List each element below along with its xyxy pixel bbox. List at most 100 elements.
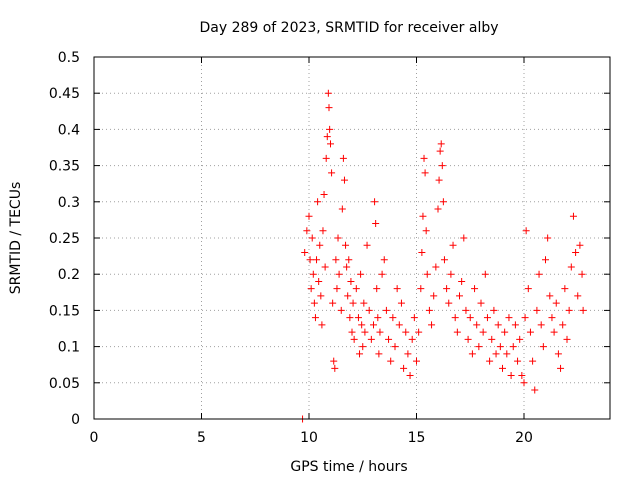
y-tick-label: 0.35: [49, 159, 80, 175]
data-point: [574, 292, 582, 300]
data-point: [371, 198, 379, 206]
data-point: [387, 357, 395, 365]
data-point: [301, 248, 309, 256]
data-point: [342, 241, 350, 249]
data-point: [496, 343, 504, 351]
axis-ticks: 0 5 10 15 20 0 0.05 0.1 0.15 0.2 0.25 0.3 0.35 0.4 0.4…: [49, 50, 610, 446]
data-point: [359, 343, 367, 351]
data-point: [406, 372, 414, 380]
data-point: [567, 263, 575, 271]
data-point: [449, 241, 457, 249]
data-point: [313, 256, 321, 264]
data-point: [579, 306, 587, 314]
data-point: [417, 285, 425, 293]
data-point: [320, 191, 328, 199]
data-point: [389, 314, 397, 322]
data-point: [499, 364, 506, 372]
data-point: [349, 299, 357, 307]
data-point: [419, 212, 427, 220]
data-point: [418, 248, 426, 256]
data-point: [521, 314, 529, 322]
data-point: [344, 292, 352, 300]
data-point: [569, 212, 577, 220]
data-point: [425, 306, 433, 314]
data-point: [303, 227, 311, 235]
data-point: [531, 386, 539, 394]
data-point: [509, 343, 517, 351]
data-point: [372, 220, 380, 228]
data-point: [559, 321, 567, 329]
data-point: [490, 306, 498, 314]
data-point: [327, 140, 334, 148]
data-point: [310, 299, 318, 307]
data-point: [526, 328, 534, 336]
data-point: [415, 328, 423, 336]
data-point: [458, 277, 466, 285]
data-point: [430, 292, 438, 300]
data-point: [323, 133, 331, 141]
data-point: [343, 263, 351, 271]
data-point: [378, 270, 386, 278]
data-point: [337, 306, 345, 314]
data-point: [325, 104, 333, 112]
data-point: [339, 154, 347, 162]
data-point: [503, 350, 511, 358]
data-point: [340, 176, 348, 184]
plot-frame: [93, 56, 611, 420]
data-point: [400, 364, 408, 372]
data-point: [374, 314, 382, 322]
data-point: [382, 306, 390, 314]
data-point: [432, 263, 440, 271]
data-point: [501, 328, 509, 336]
data-point: [456, 292, 463, 300]
data-point: [557, 364, 565, 372]
data-point: [537, 321, 545, 329]
data-point: [477, 299, 485, 307]
data-point: [328, 169, 336, 177]
data-point: [329, 299, 337, 307]
data-point: [445, 299, 453, 307]
data-point: [479, 328, 487, 336]
data-point: [518, 372, 526, 380]
chart-title: Day 289 of 2023, SRMTID for receiver alb…: [199, 20, 498, 36]
data-point: [375, 350, 383, 358]
data-point: [561, 285, 569, 293]
data-point: [311, 314, 319, 322]
data-point: [315, 277, 323, 285]
data-point: [443, 285, 451, 293]
data-point: [544, 234, 552, 242]
grid-lines: [94, 57, 610, 419]
data-point: [535, 270, 543, 278]
data-point: [363, 241, 371, 249]
data-point: [354, 314, 362, 322]
data-point: [451, 314, 459, 322]
x-tick-label: 20: [515, 430, 533, 446]
data-point: [391, 343, 399, 351]
data-point: [317, 292, 325, 300]
data-point: [552, 299, 560, 307]
data-point: [404, 350, 412, 358]
data-point: [365, 306, 373, 314]
data-point: [481, 270, 489, 278]
data-point: [483, 314, 491, 322]
x-tick-label: 10: [300, 430, 318, 446]
data-point: [516, 335, 524, 343]
data-point: [439, 198, 447, 206]
data-point: [447, 270, 455, 278]
data-point: [422, 227, 430, 235]
data-point: [529, 357, 537, 365]
data-point: [356, 350, 364, 358]
data-point: [395, 321, 403, 329]
data-point: [370, 321, 377, 329]
data-point: [492, 350, 500, 358]
data-point: [572, 248, 580, 256]
x-tick-label: 0: [90, 430, 99, 446]
data-point: [402, 328, 410, 336]
data-point: [330, 357, 338, 365]
data-point: [332, 256, 340, 264]
data-point: [346, 314, 354, 322]
data-point: [546, 292, 554, 300]
data-point: [318, 321, 326, 329]
data-point: [539, 343, 547, 351]
data-point: [376, 328, 384, 336]
